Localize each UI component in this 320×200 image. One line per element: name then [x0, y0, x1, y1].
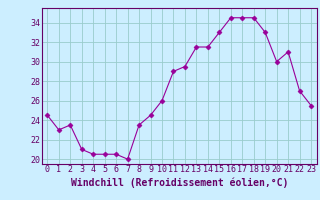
X-axis label: Windchill (Refroidissement éolien,°C): Windchill (Refroidissement éolien,°C)	[70, 177, 288, 188]
